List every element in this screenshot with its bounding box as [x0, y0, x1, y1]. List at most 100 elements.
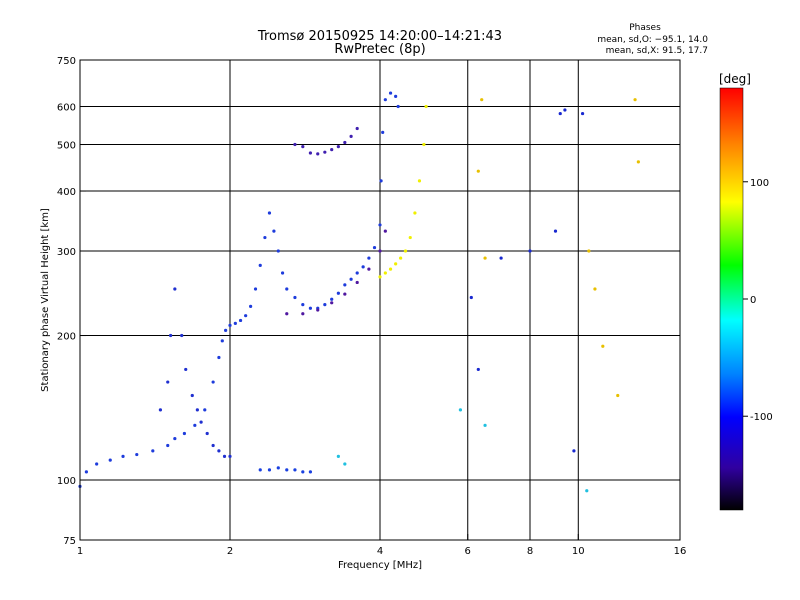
- data-point: [528, 249, 532, 253]
- data-point: [349, 277, 353, 281]
- x-axis-label: Frequency [MHz]: [338, 560, 422, 571]
- data-point: [633, 98, 637, 102]
- phase-stats-x: mean, sd,X: 91.5, 17.7: [606, 46, 708, 56]
- data-point: [238, 318, 243, 323]
- data-point: [349, 134, 353, 138]
- data-point: [184, 367, 188, 372]
- data-point: [228, 454, 232, 459]
- data-point: [476, 169, 480, 173]
- data-point: [330, 297, 334, 301]
- data-point: [480, 98, 484, 102]
- data-point: [222, 454, 227, 459]
- data-point: [95, 462, 99, 466]
- data-point: [381, 130, 385, 134]
- data-point: [601, 344, 605, 348]
- y-tick-label: 500: [57, 141, 76, 152]
- data-point: [228, 323, 232, 327]
- data-point: [211, 443, 215, 448]
- data-point: [417, 179, 422, 183]
- data-point: [276, 466, 280, 470]
- y-tick-label: 400: [57, 187, 76, 198]
- data-points: [78, 91, 640, 493]
- data-point: [220, 339, 224, 343]
- data-point: [173, 287, 177, 291]
- data-point: [587, 249, 591, 253]
- data-point: [361, 265, 365, 269]
- y-tick-label: 600: [57, 103, 76, 114]
- data-point: [469, 295, 473, 300]
- data-point: [408, 235, 412, 240]
- data-point: [121, 454, 125, 459]
- data-point: [193, 423, 197, 427]
- data-point: [166, 380, 170, 384]
- data-point: [293, 295, 297, 300]
- colorbar-tick-label: -100: [750, 412, 773, 423]
- data-point: [233, 321, 237, 325]
- data-point: [190, 393, 194, 398]
- data-point: [343, 140, 347, 145]
- data-point: [195, 408, 199, 412]
- data-point: [301, 470, 305, 474]
- data-point: [330, 301, 334, 305]
- data-point: [108, 458, 112, 462]
- data-point: [285, 287, 289, 291]
- data-point: [173, 436, 177, 441]
- data-point: [205, 431, 209, 436]
- data-point: [276, 249, 280, 253]
- data-point: [158, 408, 163, 412]
- data-point: [308, 470, 313, 474]
- colorbar-tick-label: 0: [750, 295, 756, 306]
- data-point: [330, 147, 334, 152]
- data-point: [267, 211, 272, 215]
- data-point: [394, 262, 398, 266]
- data-point: [323, 302, 327, 307]
- data-point: [424, 104, 428, 109]
- data-point: [355, 126, 359, 131]
- data-point: [483, 256, 487, 260]
- axis-ticks: 1 2 4 6 8 10 16 75 100 200 300 400 500 600 750: [57, 56, 686, 557]
- data-point: [636, 160, 640, 164]
- data-point: [343, 292, 347, 296]
- y-axis-label: Stationary phase Virtual Height [km]: [40, 208, 51, 392]
- data-point: [217, 355, 221, 360]
- chart-subtitle: RwPretec (8p): [334, 42, 425, 57]
- data-point: [580, 111, 585, 116]
- data-point: [343, 462, 347, 466]
- x-tick-label: 6: [465, 546, 471, 557]
- data-point: [258, 468, 262, 472]
- data-point: [378, 249, 382, 253]
- data-point: [372, 245, 377, 250]
- data-point: [383, 271, 387, 275]
- data-point: [301, 312, 305, 316]
- data-point: [301, 145, 305, 149]
- data-point: [267, 468, 272, 472]
- colorbar-tick-label: 100: [750, 178, 769, 189]
- y-tick-label: 300: [57, 247, 76, 258]
- data-point: [224, 328, 228, 332]
- data-point: [203, 408, 207, 412]
- data-point: [616, 393, 620, 398]
- data-point: [263, 235, 267, 240]
- data-point: [367, 267, 371, 271]
- data-point: [308, 306, 313, 310]
- y-tick-label: 75: [63, 536, 76, 547]
- y-tick-label: 200: [57, 332, 76, 343]
- y-tick-label: 750: [57, 56, 76, 67]
- data-point: [343, 283, 347, 287]
- phase-colorbar: [719, 87, 744, 511]
- data-point: [316, 308, 320, 312]
- data-point: [563, 108, 567, 112]
- data-point: [558, 111, 562, 116]
- data-point: [272, 229, 276, 233]
- data-point: [217, 449, 221, 453]
- data-point: [135, 452, 139, 457]
- data-point: [383, 98, 387, 102]
- data-point: [553, 229, 558, 233]
- data-point: [336, 454, 340, 459]
- phase-stats-o: mean, sd,O: −95.1, 14.0: [597, 35, 708, 45]
- data-point: [422, 142, 426, 147]
- data-point: [308, 151, 313, 155]
- x-tick-label: 1: [77, 546, 83, 557]
- data-point: [388, 267, 393, 271]
